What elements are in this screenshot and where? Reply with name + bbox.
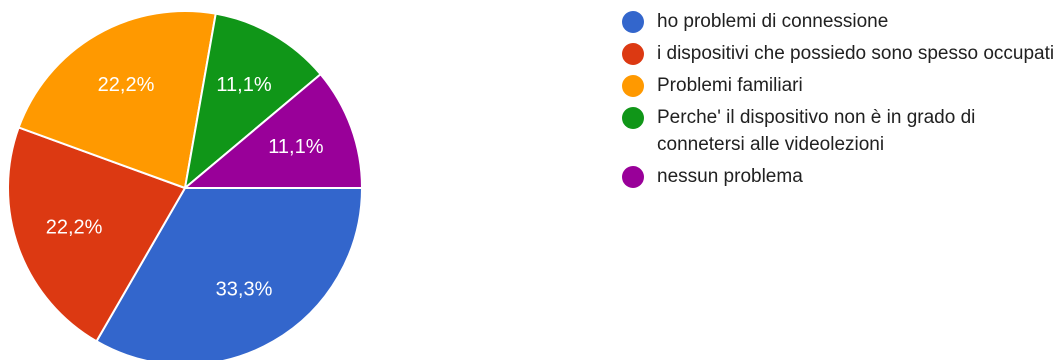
legend-label: nessun problema (657, 166, 803, 187)
legend-item[interactable]: i dispositivi che possiedo sono spesso o… (622, 40, 1058, 67)
legend-label: ho problemi di connessione (657, 11, 889, 32)
pie-slice-1[interactable] (7, 126, 186, 343)
legend-swatch-icon (622, 43, 644, 65)
pie-chart: 33,3% 22,2% 22,2% 11,1% 11,1% (7, 10, 363, 360)
legend-label: Problemi familiari (657, 75, 803, 96)
slice-percent-label: 22,2% (98, 74, 155, 96)
legend-item[interactable]: ho problemi di connessione (622, 8, 1058, 35)
legend-swatch-icon (622, 11, 644, 33)
pie-slice-0[interactable] (95, 187, 363, 360)
pie-slice-3[interactable] (184, 12, 322, 189)
legend-item[interactable]: Perche' il dispositivo non è in grado di… (622, 104, 1058, 158)
slice-percent-label: 22,2% (46, 217, 103, 239)
pie-slice-2[interactable] (17, 10, 217, 189)
slice-percent-label: 11,1% (216, 74, 271, 96)
legend-item[interactable]: Problemi familiari (622, 72, 1058, 99)
pie-slice-4[interactable] (184, 73, 363, 189)
slice-percent-label: 11,1% (268, 136, 323, 158)
legend-item[interactable]: nessun problema (622, 163, 1058, 190)
legend-swatch-icon (622, 166, 644, 188)
chart-legend: ho problemi di connessione i dispositivi … (622, 8, 1058, 195)
legend-label: Perche' il dispositivo non è in grado di… (657, 107, 976, 155)
legend-swatch-icon (622, 75, 644, 97)
legend-label: i dispositivi che possiedo sono spesso o… (657, 43, 1055, 64)
slice-percent-label: 33,3% (216, 278, 273, 300)
legend-swatch-icon (622, 107, 644, 129)
